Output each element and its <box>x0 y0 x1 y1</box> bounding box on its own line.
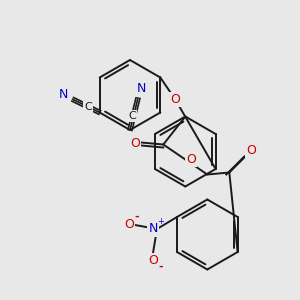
Text: O: O <box>130 137 140 150</box>
Text: O: O <box>124 218 134 232</box>
Text: -: - <box>159 262 163 272</box>
Text: O: O <box>246 144 256 157</box>
Text: C: C <box>128 111 136 121</box>
Text: O: O <box>148 254 158 268</box>
Text: N: N <box>148 223 158 236</box>
Text: +: + <box>158 218 164 226</box>
Text: C: C <box>84 102 92 112</box>
Text: -: - <box>135 212 139 222</box>
Text: N: N <box>59 88 68 101</box>
Text: N: N <box>136 82 146 95</box>
Text: O: O <box>186 153 196 166</box>
Text: O: O <box>170 93 180 106</box>
